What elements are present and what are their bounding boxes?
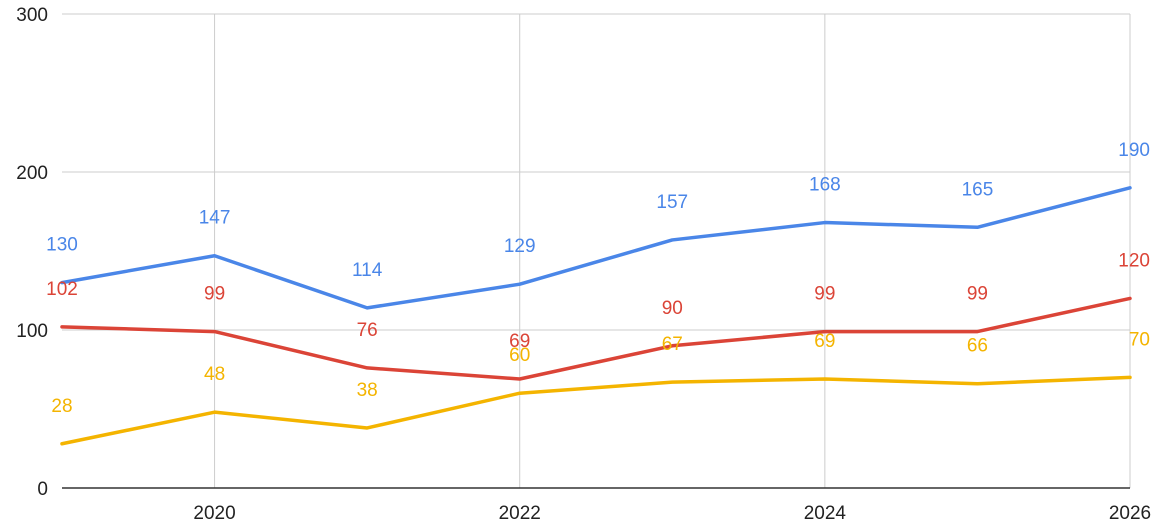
x-tick-label-2024: 2024 xyxy=(804,503,847,523)
data-label-s3-2023: 67 xyxy=(662,334,683,355)
data-label-s1-2026: 190 xyxy=(1118,140,1150,161)
y-tick-label-300: 300 xyxy=(16,5,48,26)
data-label-s3-2025: 66 xyxy=(967,336,988,357)
data-label-s2-2026: 120 xyxy=(1118,250,1150,271)
x-tick-label-2026: 2026 xyxy=(1109,503,1151,523)
data-label-s2-2024: 99 xyxy=(814,284,835,305)
data-label-s2-2025: 99 xyxy=(967,284,988,305)
series-line-2 xyxy=(60,296,1132,381)
data-label-s1-2024: 168 xyxy=(809,175,841,196)
data-label-s3-2022: 60 xyxy=(509,345,530,366)
series-lines xyxy=(60,186,1132,446)
x-tick-label-2022: 2022 xyxy=(499,503,541,523)
data-label-s1-2022: 129 xyxy=(504,236,536,257)
y-tick-label-200: 200 xyxy=(16,163,48,184)
y-tick-label-0: 0 xyxy=(37,479,48,500)
data-label-s3-2024: 69 xyxy=(814,331,835,352)
data-label-s2-2021: 76 xyxy=(357,320,378,341)
tick-labels: 0 100 200 300 2020 2022 2024 2026 xyxy=(16,5,1151,523)
data-labels: 130 147 114 129 157 168 165 190 102 99 76 69 90 99 99 1… xyxy=(46,140,1150,417)
data-label-s2-2023: 90 xyxy=(662,298,683,319)
y-tick-label-100: 100 xyxy=(16,321,48,342)
series-line-1 xyxy=(60,186,1132,310)
data-label-s3-2019: 28 xyxy=(51,396,72,417)
data-label-s3-2021: 38 xyxy=(357,380,378,401)
data-label-s3-2026: 70 xyxy=(1129,329,1150,350)
data-label-s1-2020: 147 xyxy=(199,208,231,229)
x-tick-label-2020: 2020 xyxy=(193,503,235,523)
series-line-3 xyxy=(60,375,1132,446)
data-label-s1-2025: 165 xyxy=(962,179,994,200)
data-label-s1-2019: 130 xyxy=(46,235,78,256)
data-label-s2-2020: 99 xyxy=(204,284,225,305)
gridlines xyxy=(62,13,1131,488)
data-label-s2-2022: 69 xyxy=(509,331,530,352)
data-label-s1-2023: 157 xyxy=(656,192,688,213)
data-label-s3-2020: 48 xyxy=(204,364,225,385)
data-label-s2-2019: 102 xyxy=(46,279,78,300)
data-label-s1-2021: 114 xyxy=(352,260,383,281)
